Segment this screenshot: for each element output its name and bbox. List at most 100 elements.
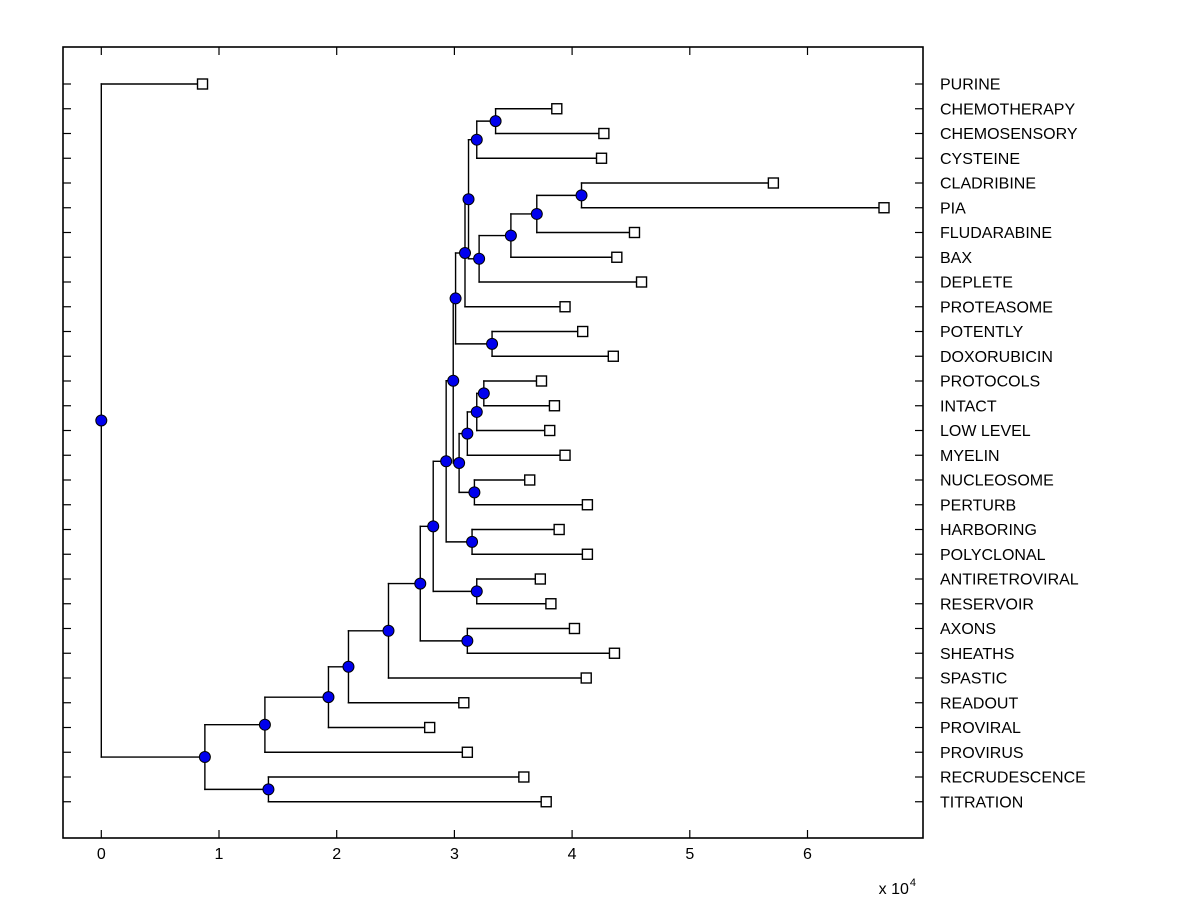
leaf-label: PIA — [940, 200, 966, 217]
leaf-label: PERTURB — [940, 497, 1016, 514]
leaf-marker[interactable] — [878, 202, 890, 214]
leaf-label: LOW LEVEL — [940, 423, 1031, 440]
internal-node-marker[interactable] — [258, 718, 271, 731]
internal-node-marker[interactable] — [414, 577, 427, 590]
leaf-marker[interactable] — [196, 78, 209, 90]
leaf-marker[interactable] — [534, 573, 547, 585]
internal-node-marker[interactable] — [470, 405, 483, 418]
x-tick-label: 1 — [215, 846, 224, 863]
leaf-label: ANTIRETROVIRAL — [940, 572, 1079, 589]
leaf-marker[interactable] — [611, 251, 623, 263]
leaf-marker[interactable] — [581, 548, 594, 560]
x-axis-exponent-label: x 104 — [879, 877, 916, 898]
internal-node-marker[interactable] — [468, 486, 481, 499]
leaf-label: SHEATHS — [940, 646, 1014, 663]
leaf-marker[interactable] — [598, 127, 610, 140]
internal-node-marker[interactable] — [262, 783, 275, 796]
leaf-marker[interactable] — [580, 672, 592, 684]
leaf-label: INTACT — [940, 398, 997, 415]
leaf-label: PROTOCOLS — [940, 374, 1040, 391]
leaf-marker[interactable] — [568, 622, 581, 635]
internal-node-marker[interactable] — [447, 374, 460, 387]
internal-node-marker[interactable] — [322, 691, 335, 704]
leaf-label: CLADRIBINE — [940, 176, 1036, 193]
leaf-label: DEPLETE — [940, 275, 1013, 292]
leaf-marker[interactable] — [458, 697, 470, 709]
internal-node-marker[interactable] — [95, 414, 108, 427]
axes — [62, 46, 924, 839]
leaf-marker[interactable] — [635, 276, 648, 288]
internal-node-marker[interactable] — [530, 207, 543, 220]
internal-node-marker[interactable] — [440, 455, 453, 468]
x-tick-label: 6 — [803, 846, 812, 863]
x-tick-label: 2 — [332, 846, 341, 863]
internal-node-marker[interactable] — [198, 751, 211, 764]
leaf-label: NUCLEOSOME — [940, 473, 1054, 490]
internal-node-marker[interactable] — [473, 252, 486, 265]
leaf-marker[interactable] — [518, 771, 530, 783]
leaf-marker[interactable] — [535, 375, 548, 387]
internal-node-marker[interactable] — [458, 246, 471, 259]
internal-node-marker[interactable] — [489, 115, 502, 128]
leaf-label: CYSTEINE — [940, 151, 1020, 168]
leaf-marker[interactable] — [540, 796, 552, 808]
labels: 0 1 2 3 4 5 6 x 104 PURINE CHEMOTHERAPY CHEMOSENSO… — [97, 77, 1086, 899]
x-tick-label: 5 — [685, 846, 694, 863]
leaf-marker[interactable] — [581, 499, 594, 511]
leaf-marker[interactable] — [544, 424, 556, 437]
internal-node-marker[interactable] — [504, 229, 517, 242]
internal-node-marker[interactable] — [461, 427, 474, 440]
internal-node-marker[interactable] — [342, 660, 355, 673]
leaf-label: HARBORING — [940, 522, 1037, 539]
leaf-marker[interactable] — [461, 746, 474, 758]
leaf-label: MYELIN — [940, 448, 1000, 465]
leaf-label: POLYCLONAL — [940, 547, 1046, 564]
leaf-marker[interactable] — [559, 449, 571, 461]
leaf-marker[interactable] — [559, 301, 571, 313]
leaf-label: PROVIRUS — [940, 745, 1024, 762]
internal-node-marker[interactable] — [575, 189, 588, 202]
internal-node-marker[interactable] — [470, 585, 483, 598]
leaf-marker[interactable] — [553, 523, 565, 536]
leaf-label: FLUDARABINE — [940, 225, 1052, 242]
node-markers — [95, 78, 890, 808]
leaf-marker[interactable] — [595, 152, 608, 164]
leaf-marker[interactable] — [628, 226, 641, 239]
axes-box — [62, 46, 924, 839]
leaf-marker[interactable] — [608, 647, 621, 659]
leaf-label: TITRATION — [940, 794, 1023, 811]
x-tick-label: 4 — [568, 846, 577, 863]
internal-node-marker[interactable] — [466, 535, 479, 548]
x-tick-label: 0 — [97, 846, 106, 863]
internal-node-marker[interactable] — [461, 634, 474, 647]
internal-node-marker[interactable] — [470, 133, 483, 146]
leaf-label: PURINE — [940, 77, 1000, 94]
leaf-marker[interactable] — [607, 350, 619, 362]
internal-node-marker[interactable] — [382, 624, 395, 637]
internal-node-marker[interactable] — [477, 387, 490, 400]
leaf-marker[interactable] — [548, 400, 561, 412]
leaf-label: RESERVOIR — [940, 596, 1034, 613]
internal-node-marker[interactable] — [427, 520, 440, 533]
leaf-marker[interactable] — [423, 721, 436, 734]
leaf-marker[interactable] — [551, 103, 563, 115]
leaf-marker[interactable] — [767, 177, 780, 189]
leaf-label: POTENTLY — [940, 324, 1024, 341]
internal-node-marker[interactable] — [486, 337, 499, 350]
leaf-label: BAX — [940, 250, 972, 267]
internal-node-marker[interactable] — [449, 292, 462, 305]
leaf-label: RECRUDESCENCE — [940, 770, 1086, 787]
leaf-label: SPASTIC — [940, 671, 1007, 688]
tree-branches — [100, 83, 885, 803]
leaf-label: PROVIRAL — [940, 720, 1021, 737]
leaf-marker[interactable] — [545, 598, 557, 610]
x-tick-label: 3 — [450, 846, 459, 863]
leaf-label: CHEMOTHERAPY — [940, 101, 1075, 118]
leaf-marker[interactable] — [524, 474, 536, 486]
internal-node-marker[interactable] — [462, 193, 475, 206]
internal-node-marker[interactable] — [453, 456, 466, 469]
leaf-label: PROTEASOME — [940, 299, 1053, 316]
leaf-marker[interactable] — [576, 325, 589, 338]
